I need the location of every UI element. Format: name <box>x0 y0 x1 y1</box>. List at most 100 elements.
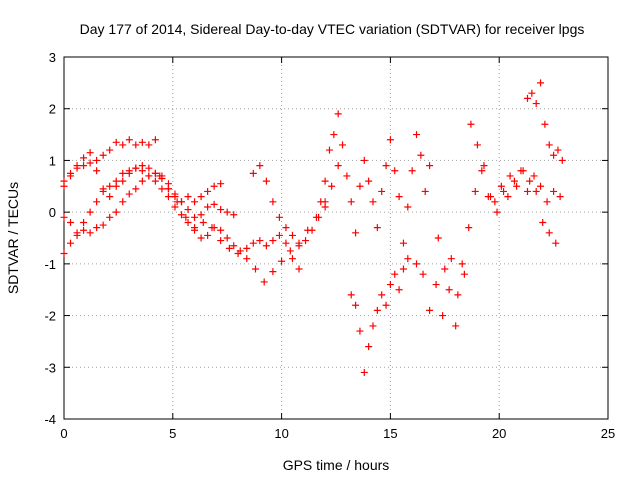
series-0 <box>60 136 159 190</box>
data-point <box>164 193 172 201</box>
data-point <box>60 213 68 221</box>
chart-title: Day 177 of 2014, Sidereal Day-to-day VTE… <box>80 21 585 37</box>
data-point <box>543 198 551 206</box>
data-point <box>373 306 381 314</box>
data-point <box>125 167 133 175</box>
series-10 <box>491 167 564 206</box>
data-point <box>288 231 296 239</box>
data-point <box>151 136 159 144</box>
x-tick-label: 5 <box>169 426 176 441</box>
data-point <box>554 146 562 154</box>
data-point <box>210 182 218 190</box>
data-point <box>399 239 407 247</box>
data-point <box>517 167 525 175</box>
x-tick-label: 25 <box>601 426 615 441</box>
data-point <box>151 169 159 177</box>
data-point <box>178 211 186 219</box>
data-point <box>125 136 133 144</box>
data-point <box>197 211 205 219</box>
data-point <box>441 265 449 273</box>
data-point <box>473 141 481 149</box>
data-point <box>478 167 486 175</box>
data-point <box>86 159 94 167</box>
data-point <box>191 224 199 232</box>
data-point <box>171 193 179 201</box>
data-point <box>119 169 127 177</box>
data-point <box>269 237 277 245</box>
data-point <box>343 172 351 180</box>
data-point <box>334 110 342 118</box>
data-point <box>260 278 268 286</box>
data-point <box>545 141 553 149</box>
x-axis: 0 5 10 15 20 25 <box>60 57 615 441</box>
data-points <box>60 79 566 376</box>
data-point <box>93 198 101 206</box>
data-point <box>138 177 146 185</box>
data-point <box>217 206 225 214</box>
data-point <box>395 193 403 201</box>
data-point <box>360 156 368 164</box>
data-point <box>138 138 146 146</box>
data-point <box>286 247 294 255</box>
data-point <box>230 242 238 250</box>
data-point <box>421 187 429 195</box>
data-point <box>352 301 360 309</box>
data-point <box>454 291 462 299</box>
data-point <box>471 187 479 195</box>
data-point <box>93 156 101 164</box>
series-2 <box>60 169 238 237</box>
y-tick-label: -4 <box>44 412 56 427</box>
data-point <box>541 120 549 128</box>
data-point <box>317 198 325 206</box>
data-point <box>262 177 270 185</box>
data-point <box>199 218 207 226</box>
data-point <box>138 167 146 175</box>
data-point <box>295 265 303 273</box>
data-point <box>249 169 257 177</box>
data-point <box>378 291 386 299</box>
y-tick-label: -1 <box>44 257 56 272</box>
data-point <box>106 146 114 154</box>
data-point <box>513 182 521 190</box>
data-point <box>204 231 212 239</box>
data-point <box>256 162 264 170</box>
data-point <box>391 167 399 175</box>
data-point <box>321 177 329 185</box>
data-point <box>504 193 512 201</box>
data-point <box>112 177 120 185</box>
y-axis-label: SDTVAR / TECUs <box>5 182 21 294</box>
data-point <box>356 182 364 190</box>
data-point <box>125 190 133 198</box>
data-point <box>223 234 231 242</box>
data-point <box>404 255 412 263</box>
data-point <box>256 237 264 245</box>
y-tick-label: -2 <box>44 309 56 324</box>
data-point <box>282 239 290 247</box>
y-tick-label: -3 <box>44 360 56 375</box>
data-point <box>132 164 140 172</box>
data-point <box>99 187 107 195</box>
plot-area-border <box>63 56 609 420</box>
data-point <box>365 177 373 185</box>
data-point <box>465 224 473 232</box>
data-point <box>80 218 88 226</box>
data-point <box>145 164 153 172</box>
data-point <box>382 301 390 309</box>
data-point <box>373 224 381 232</box>
data-point <box>439 312 447 320</box>
x-tick-label: 20 <box>492 426 506 441</box>
data-point <box>184 218 192 226</box>
data-point <box>80 162 88 170</box>
data-point <box>243 255 251 263</box>
data-point <box>452 322 460 330</box>
y-axis: -4 -3 -2 -1 0 1 2 3 <box>44 50 608 427</box>
data-point <box>86 208 94 216</box>
data-point <box>145 141 153 149</box>
data-point <box>408 167 416 175</box>
data-point <box>171 203 179 211</box>
data-point <box>386 281 394 289</box>
data-point <box>417 151 425 159</box>
x-tick-label: 15 <box>383 426 397 441</box>
data-point <box>426 306 434 314</box>
data-point <box>334 162 342 170</box>
